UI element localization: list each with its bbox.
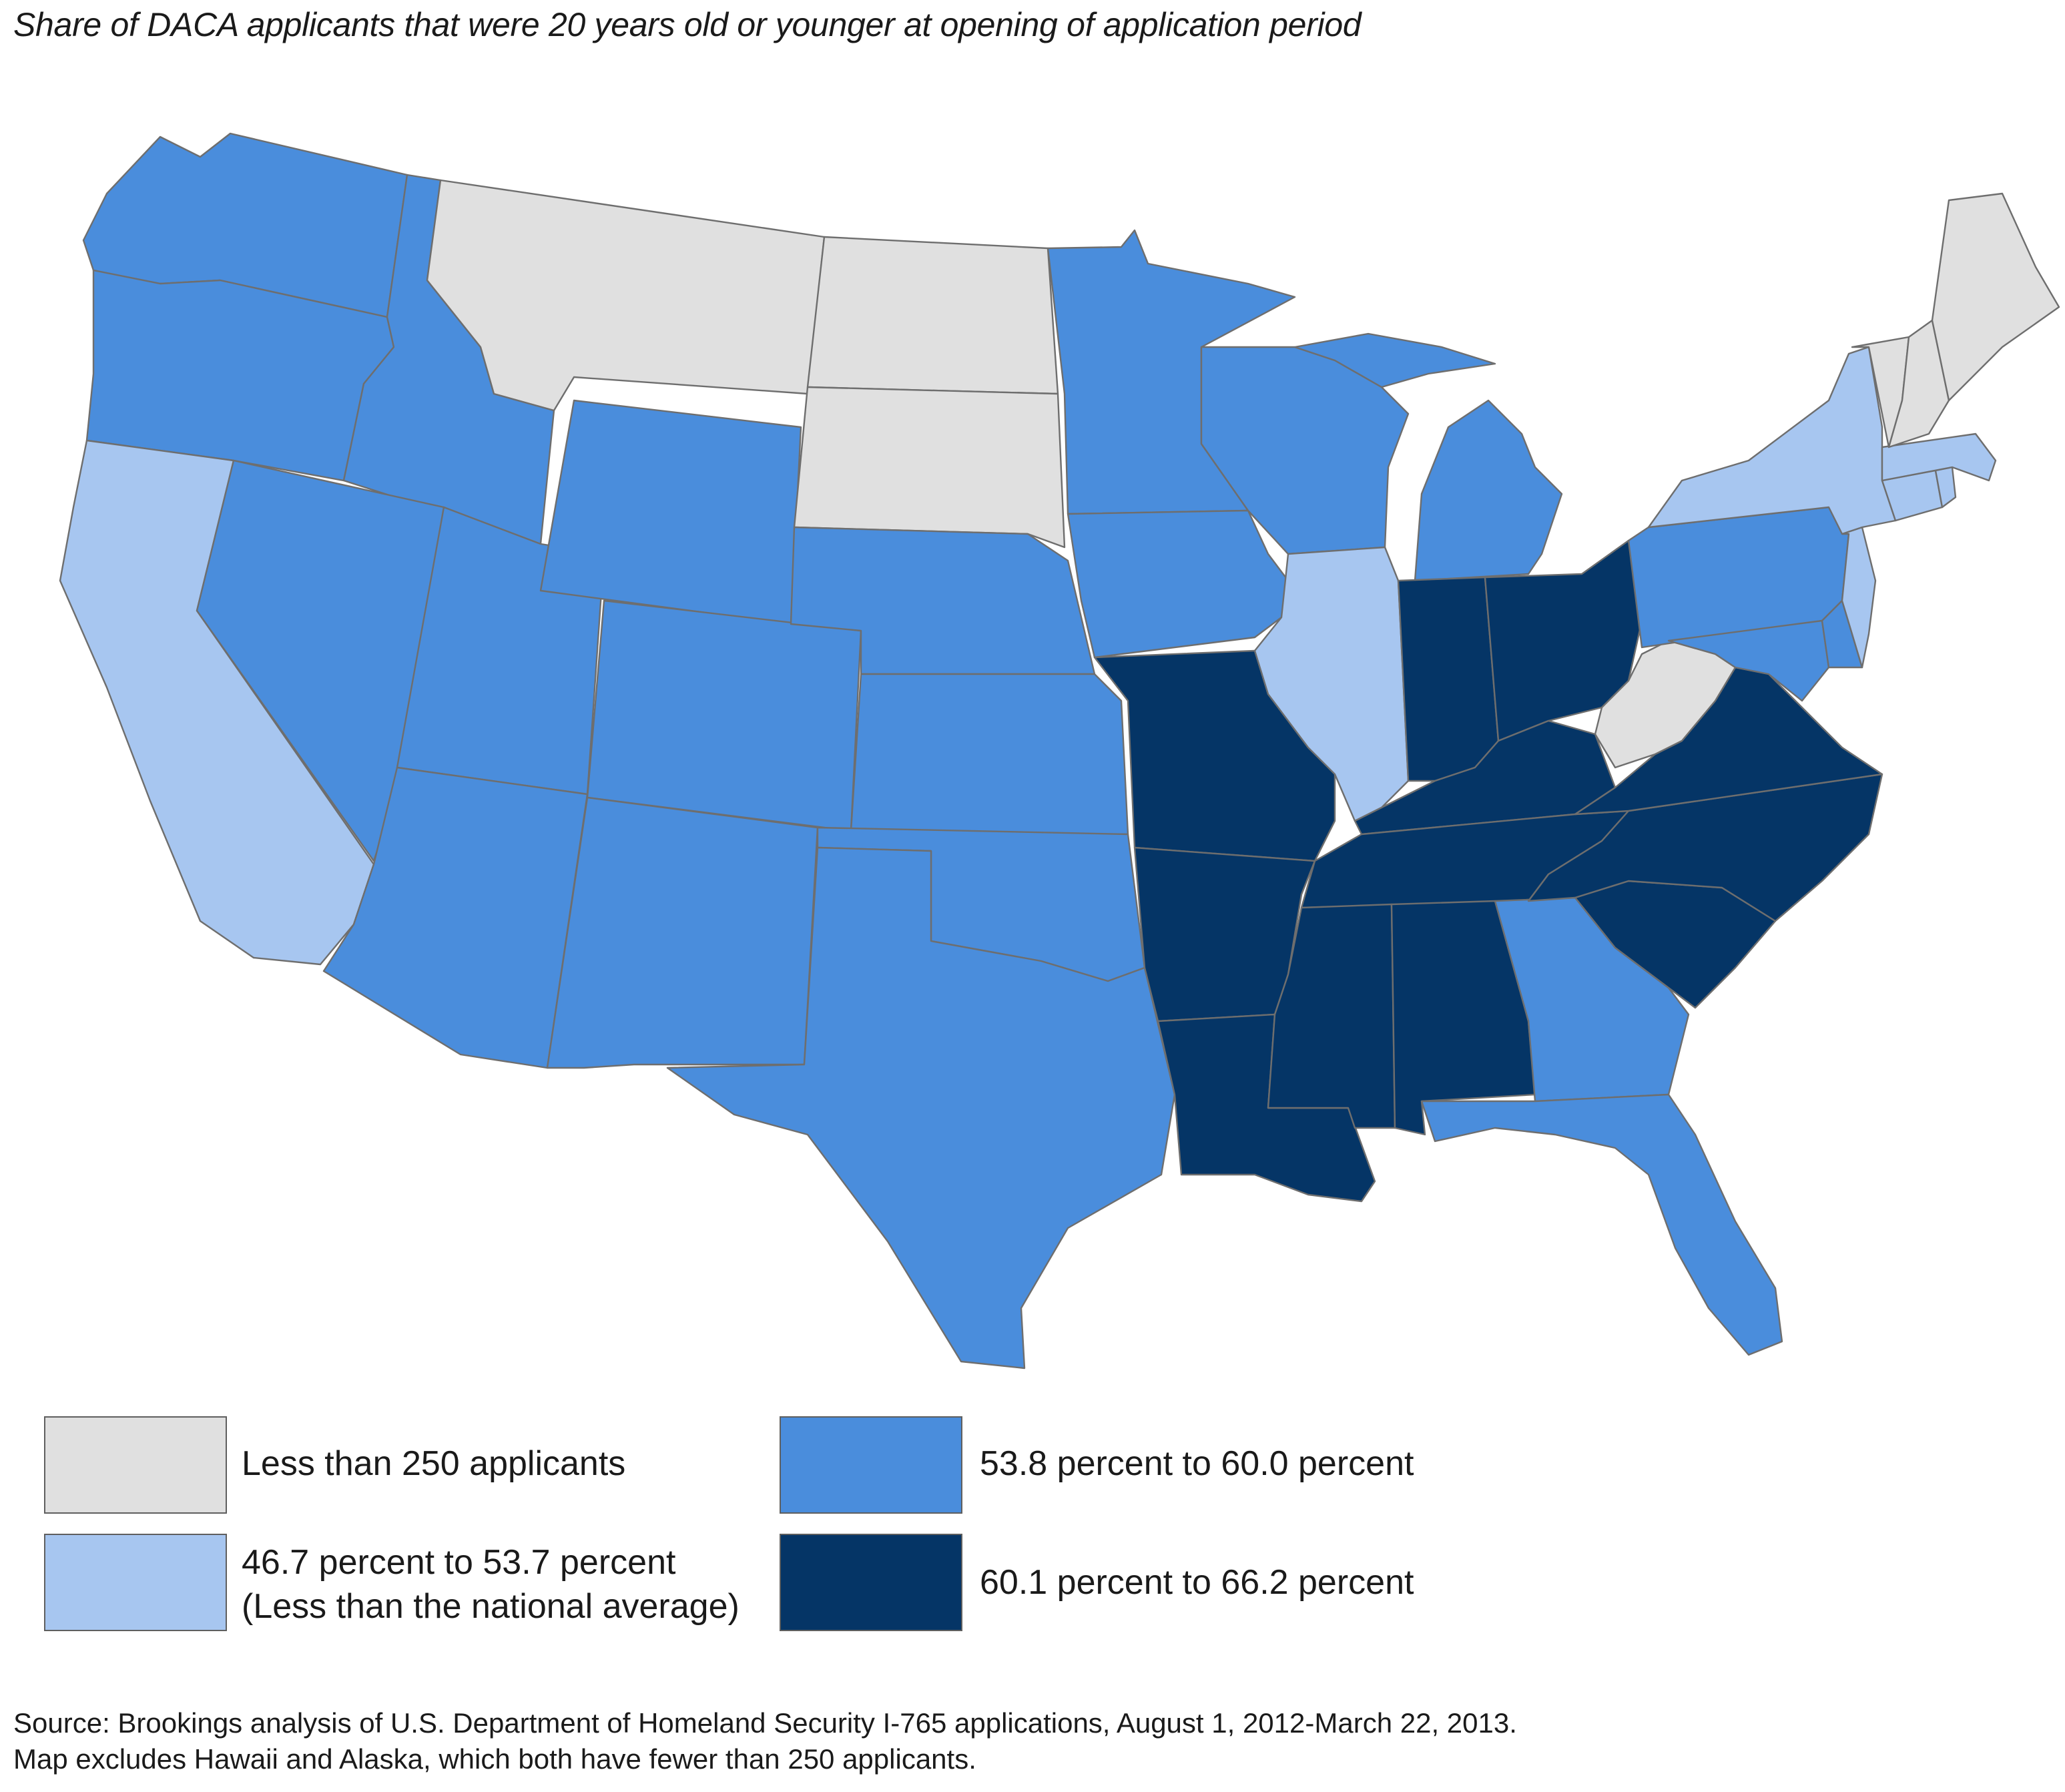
state-north-dakota: [806, 236, 1059, 395]
state-wyoming: [539, 399, 802, 625]
state-colorado: [586, 599, 862, 832]
state-michigan: [1414, 399, 1563, 582]
legend-label: 53.8 percent to 60.0 percent: [980, 1444, 1414, 1483]
state-illinois: [1253, 546, 1410, 822]
state-kansas: [850, 673, 1129, 836]
legend-swatch-mid-blue: [780, 1416, 962, 1514]
state-massachusetts: [1881, 432, 1997, 482]
legend-swatch-light-blue: [44, 1534, 227, 1631]
map-title: Share of DACA applicants that were 20 ye…: [13, 6, 1362, 43]
legend-sublabel: (Less than the national average): [242, 1587, 740, 1626]
legend-label: 46.7 percent to 53.7 percent: [242, 1543, 676, 1582]
state-indiana: [1397, 576, 1500, 782]
state-maine: [1931, 192, 2060, 402]
state-michigan-upper: [1293, 332, 1496, 388]
state-new-york: [1647, 346, 1897, 535]
state-florida: [1420, 1093, 1783, 1356]
source-line: Source: Brookings analysis of U.S. Depar…: [13, 1707, 1517, 1739]
state-new-jersey: [1841, 526, 1877, 669]
state-new-mexico: [546, 796, 819, 1069]
legend-label: Less than 250 applicants: [242, 1444, 626, 1483]
state-texas: [666, 846, 1176, 1370]
state-iowa: [1067, 509, 1289, 659]
state-north-carolina: [1527, 773, 1883, 922]
legend-swatch-dark-blue: [780, 1534, 962, 1631]
state-minnesota: [1047, 229, 1296, 515]
state-south-dakota: [793, 386, 1066, 549]
source-line: Map excludes Hawaii and Alaska, which bo…: [13, 1743, 976, 1775]
source-note: Source: Brookings analysis of U.S. Depar…: [13, 1705, 1517, 1777]
legend-label: 60.1 percent to 66.2 percent: [980, 1563, 1414, 1602]
legend-swatch-gray: [44, 1416, 227, 1514]
